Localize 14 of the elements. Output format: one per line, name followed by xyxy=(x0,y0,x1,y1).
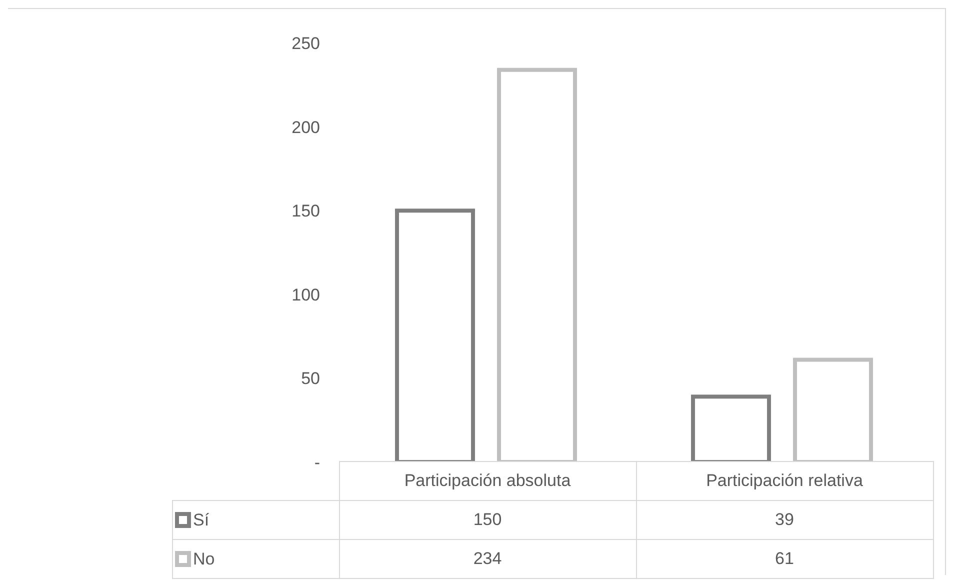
y-tick-label: 100 xyxy=(292,285,320,304)
y-tick-label: 50 xyxy=(301,369,320,388)
data-label: 39 xyxy=(636,500,933,540)
legend-label: No xyxy=(193,549,215,568)
legend-label: Sí xyxy=(193,510,210,530)
y-tick-label: 150 xyxy=(292,202,320,221)
x-tick-label: Participación relativa xyxy=(636,462,933,500)
y-tick-label: - xyxy=(314,453,320,472)
y-tick-label: 200 xyxy=(292,118,320,137)
data-label: 61 xyxy=(636,540,933,578)
y-tick-label: 250 xyxy=(292,34,320,54)
data-label: 150 xyxy=(339,500,636,540)
x-tick-label: Participación absoluta xyxy=(339,462,636,500)
data-label: 234 xyxy=(339,540,636,578)
